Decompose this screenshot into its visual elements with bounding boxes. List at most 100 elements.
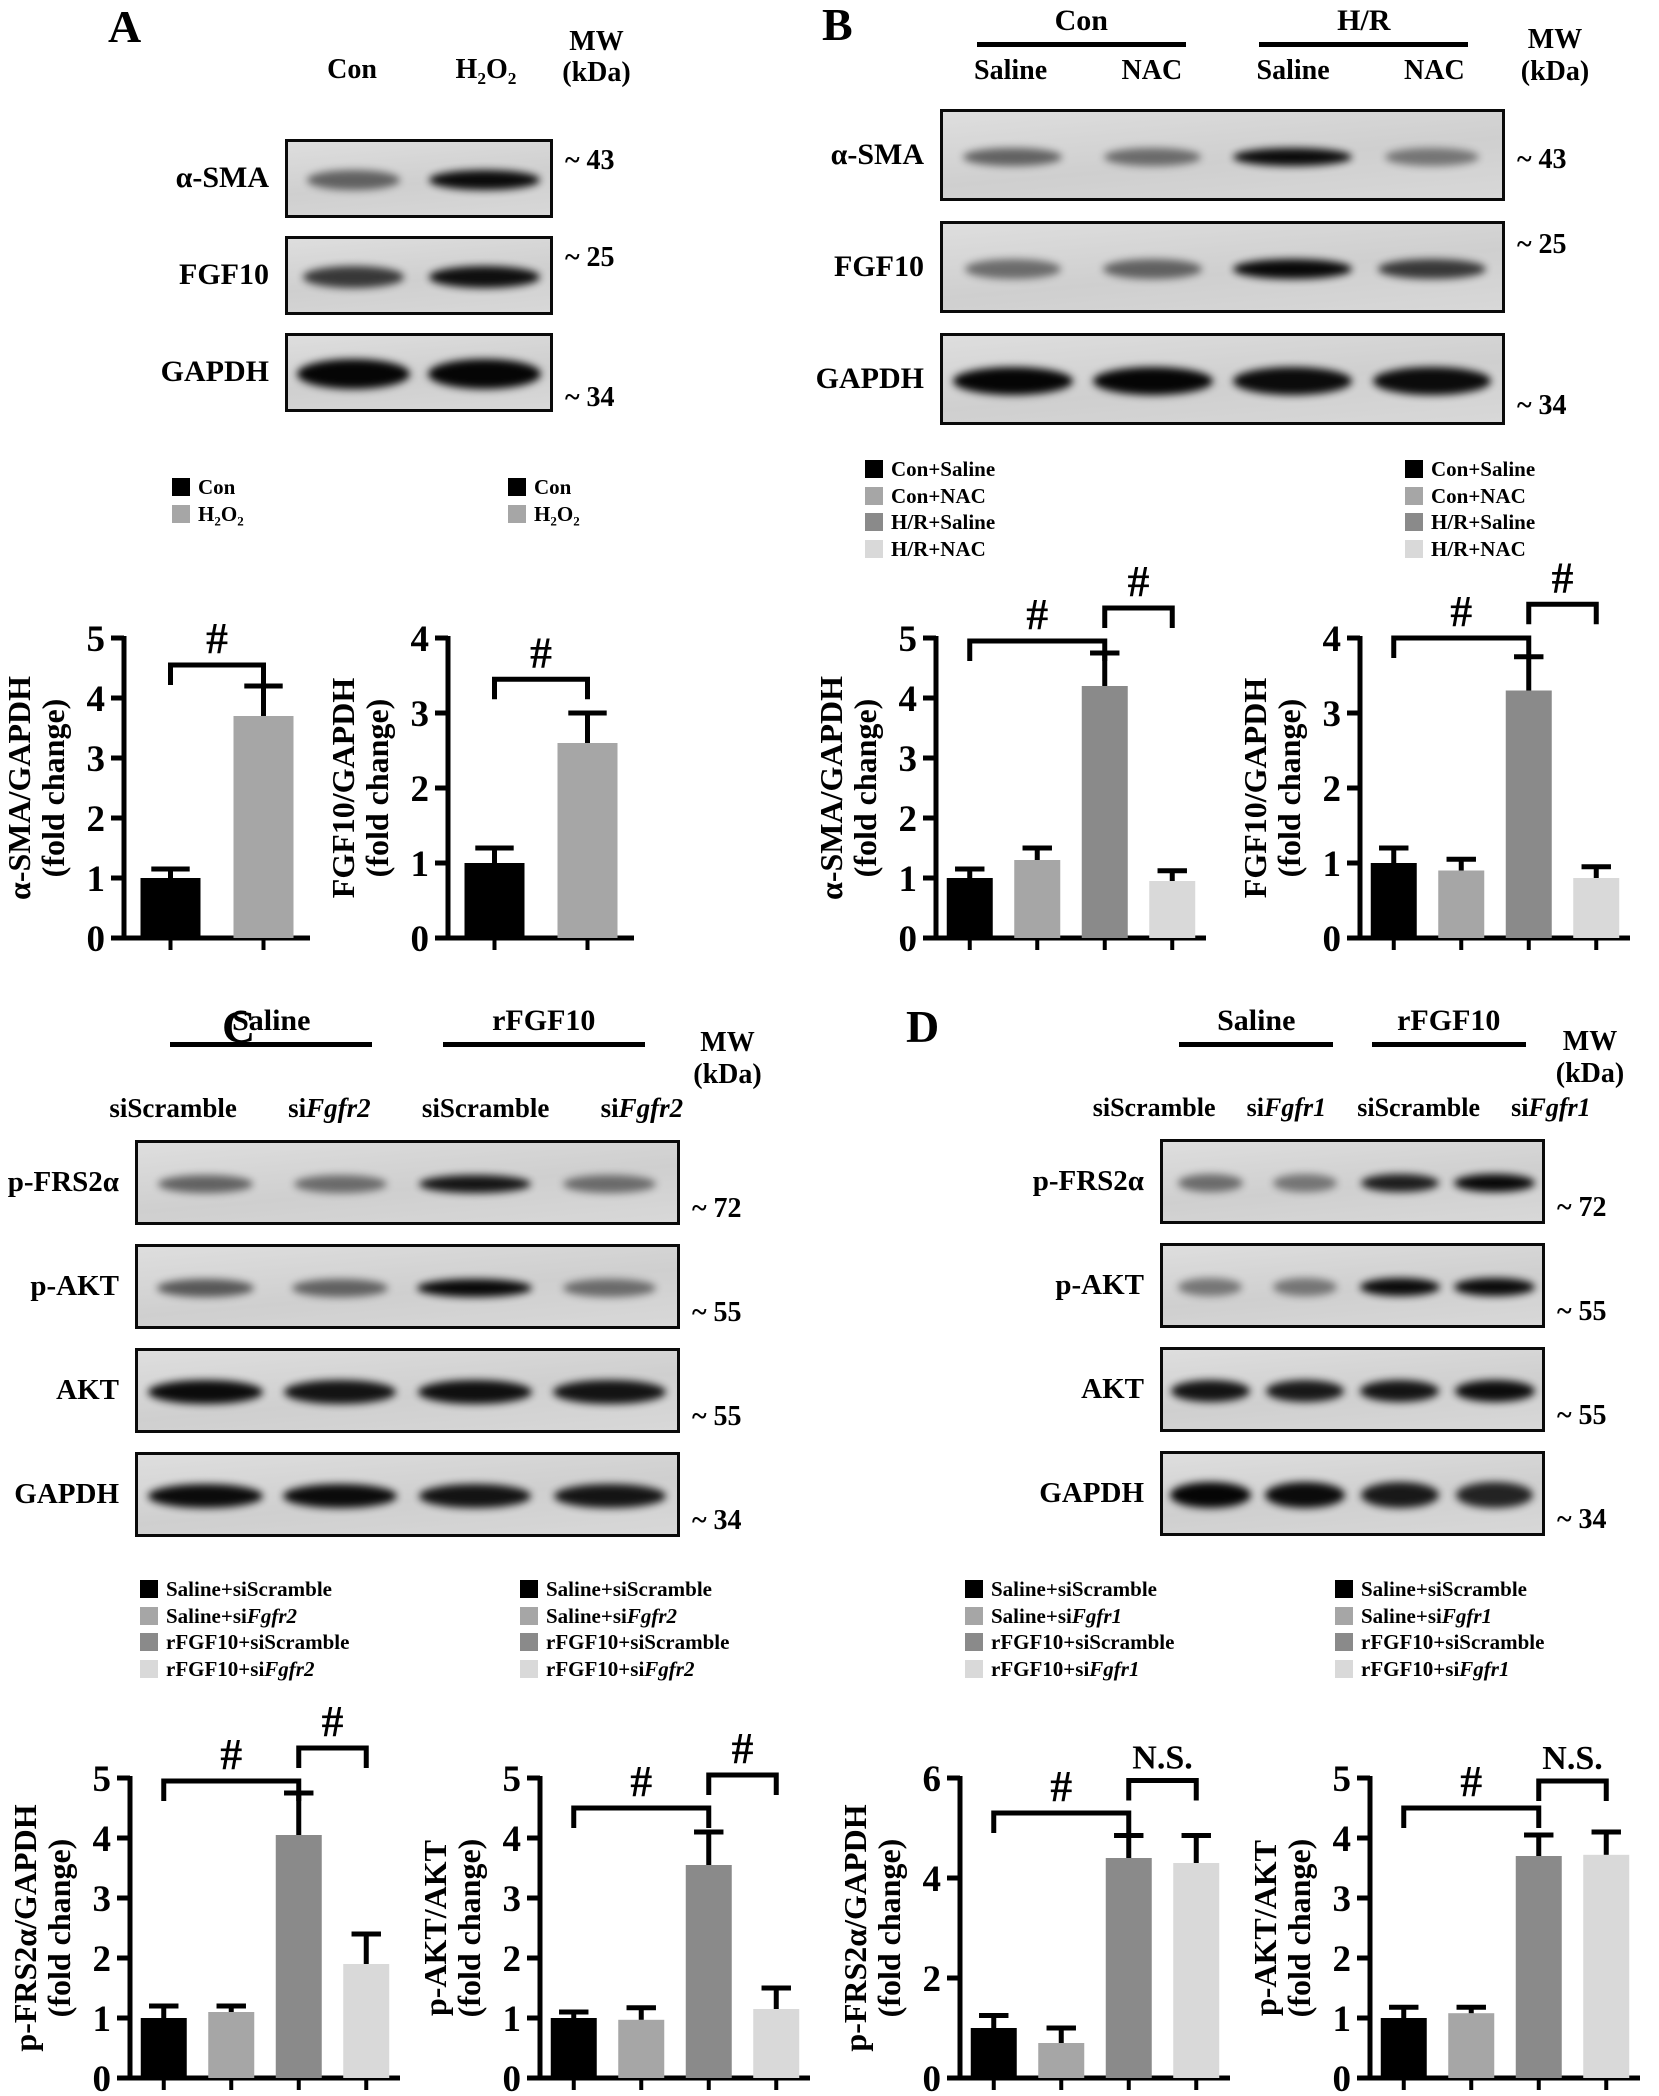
protein-label: α-SMA (830, 138, 924, 172)
bar-Con+Saline (946, 878, 993, 938)
legend-label: Saline+siScramble (546, 1577, 712, 1601)
y-tick-label: 3 (93, 1879, 112, 1920)
chart-svg: FGF10/GAPDH(fold change) 0 1 2 3 4 # (332, 619, 634, 960)
protein-band (1454, 1173, 1536, 1192)
y-tick-label: 4 (923, 1859, 942, 1900)
legends-d: Saline+siScramble Saline+siFgfr1 rFGF10+si… (830, 1577, 1659, 1698)
panel-c: C Saline rFGF10 siScramble siFgfr2 siScrambl… (0, 1000, 830, 2096)
significance-bracket (967, 638, 1108, 661)
y-tick-label: 4 (503, 1819, 522, 1860)
bar-chart-p-akt-akt-D: p-AKT/AKT (fold change) 0 1 2 3 4 5 # N.S. (1254, 1692, 1648, 2096)
protein-band (283, 1380, 397, 1405)
bar-Con+NAC (1438, 870, 1485, 938)
mw-value: ~ 43 (1517, 144, 1567, 176)
legend-item: Saline+siScramble (965, 1577, 1174, 1602)
lane-label: Con (327, 53, 377, 85)
legend-label: H/R+Saline (891, 510, 996, 535)
protein-band (1361, 1173, 1439, 1192)
legend-item: rFGF10+siFgfr2 (140, 1657, 349, 1682)
y-axis-label-line2: (fold change) (1281, 1839, 1317, 2018)
group-label: Con (1054, 4, 1108, 37)
blot-box (135, 1452, 680, 1538)
mw-header: MW (kDa) (1520, 24, 1590, 87)
bar-Con (140, 878, 201, 938)
bar-H2O2 (557, 743, 618, 938)
protein-band (417, 1279, 533, 1298)
protein-label: GAPDH (14, 1478, 119, 1511)
protein-band (293, 1175, 387, 1194)
group-label: rFGF10 (492, 1004, 596, 1037)
y-tick-label: 1 (503, 1999, 522, 2040)
legend-label: H/R+Saline (1431, 510, 1536, 535)
western-blot-b: Con H/R Saline NAC Saline NAC MW (kDa) α-SMA ~ 43… (640, 4, 1659, 426)
chart-svg: FGF10/GAPDH(fold change) 0 1 2 3 4 # # (1244, 553, 1630, 960)
blot-row: p-AKT ~ 55 (0, 1244, 830, 1330)
legend-label: rFGF10+siScramble (546, 1630, 730, 1655)
legend-swatch (140, 1580, 158, 1598)
y-tick-label: 1 (1323, 844, 1342, 885)
chart-svg: p-FRS2α/GAPDH(fold change) 0 2 4 6 # N.S. (844, 1740, 1230, 2096)
protein-label: p-AKT (1055, 1268, 1144, 1301)
blot-row: p-AKT ~ 55 (830, 1242, 1659, 1328)
legend-label: H/R+NAC (891, 536, 986, 561)
blot-box (940, 333, 1505, 426)
bar-Con (464, 863, 525, 938)
protein-band (156, 1279, 255, 1298)
blot-row: α-SMA ~ 43 (640, 109, 1659, 202)
legend-swatch (865, 486, 883, 505)
bar-H/R+NAC (1149, 881, 1196, 938)
panel-a: A Con H2O2 MW (kDa) α-SMA ~ 43 FGF10 ~ 25 GAPDH ~… (0, 0, 640, 1000)
legend: Saline+siScramble Saline+siFgfr2 rFGF10+si… (520, 1577, 730, 1684)
bar-H/R+Saline (1505, 690, 1552, 938)
y-tick-label: 3 (87, 739, 106, 780)
blot-row: p-FRS2α ~ 72 (830, 1138, 1659, 1224)
blot-row: GAPDH ~ 34 (0, 332, 640, 413)
y-tick-label: 0 (87, 919, 106, 960)
group-underline (1179, 1042, 1334, 1047)
blot-box (1160, 1346, 1545, 1432)
y-axis-label: α-SMA/GAPDH (8, 676, 37, 900)
y-tick-label: 0 (503, 2059, 522, 2096)
legend-item: Saline+siFgfr2 (520, 1604, 729, 1629)
y-axis-label-line2: (fold change) (41, 1839, 77, 2018)
significance-bracket (1102, 605, 1175, 628)
protein-band (1273, 1173, 1337, 1192)
protein-band (428, 358, 541, 389)
blot-box (135, 1348, 680, 1434)
y-tick-label: 3 (1333, 1879, 1352, 1920)
panel-b: B Con H/R Saline NAC Saline NAC MW (kDa) α-SMA ~ … (640, 0, 1659, 1000)
y-tick-label: 4 (1323, 619, 1342, 660)
y-tick-label: 2 (93, 1939, 112, 1980)
bar-H/R+NAC (1573, 878, 1620, 938)
y-tick-label: 4 (899, 679, 918, 720)
lane-label: NAC (1404, 55, 1465, 86)
legend-item: rFGF10+siScramble (520, 1630, 730, 1655)
significance-bracket (991, 1810, 1132, 1833)
mw-header: MW (kDa) (693, 1027, 762, 1090)
bar-Saline+siFgfr2 (208, 2012, 255, 2078)
legend-item: Saline+siScramble (520, 1577, 729, 1602)
lane-label: siFgfr2 (600, 1093, 684, 1123)
y-tick-label: 1 (1333, 1999, 1352, 2040)
legend-swatch (1405, 539, 1423, 558)
bar-chart-a-sma-gapdh-B: α-SMA/GAPDH (fold change) 0 1 2 3 4 5 # # (820, 552, 1214, 972)
significance-label: # (732, 1724, 754, 1773)
blot-box (1160, 1450, 1545, 1536)
protein-band (282, 1484, 398, 1509)
mw-header: MW (kDa) (1555, 1026, 1625, 1089)
legend-swatch (508, 504, 526, 523)
legends-a: Con H2O2 Con H2O2 (0, 475, 640, 596)
lane-label: Saline (1256, 55, 1330, 86)
y-tick-label: 4 (1333, 1819, 1352, 1860)
significance-label: N.S. (1542, 1740, 1602, 1777)
protein-band (1454, 1379, 1535, 1402)
legend-label: Con (198, 475, 236, 499)
legend-swatch (1405, 486, 1423, 505)
legend-item: Con (508, 475, 580, 500)
blot-row: GAPDH ~ 34 (640, 333, 1659, 426)
protein-band (148, 1380, 263, 1405)
blot-header: Con H/R Saline NAC Saline NAC MW (kDa) (640, 4, 1659, 87)
y-axis-label-line2: (fold change) (359, 699, 395, 878)
significance-bracket (1536, 1778, 1609, 1801)
legend-item: Con+NAC (1405, 484, 1535, 509)
